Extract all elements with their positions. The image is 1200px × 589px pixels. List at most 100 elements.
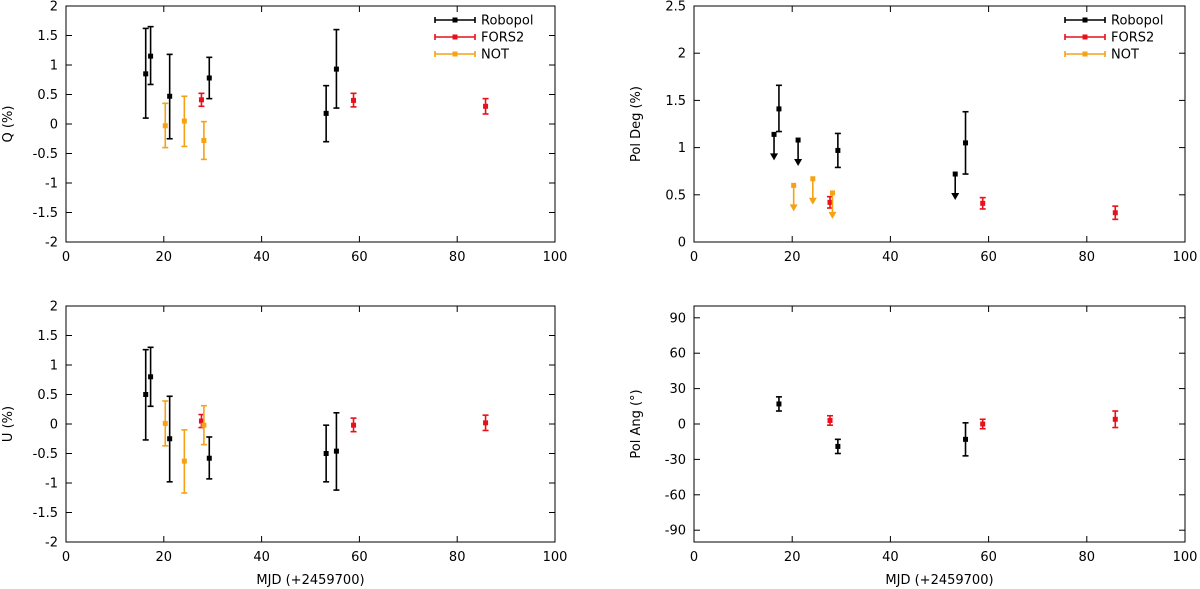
data-point (167, 436, 173, 442)
data-point (835, 147, 841, 153)
legend-marker (452, 51, 458, 57)
series-not (162, 95, 207, 161)
y-tick-label: 2 (50, 300, 58, 315)
data-point (198, 97, 204, 103)
data-point (351, 422, 357, 428)
series-not (162, 400, 207, 494)
legend-marker (1082, 34, 1088, 40)
data-point (143, 71, 149, 77)
x-tick-label: 40 (882, 250, 899, 265)
y-tick-label: 1 (50, 59, 58, 74)
x-tick-label: 80 (449, 250, 466, 265)
y-tick-label: -60 (665, 488, 686, 503)
legend: Robopol FORS2 NOT (434, 14, 533, 63)
data-point (1112, 416, 1118, 422)
data-point (827, 417, 833, 423)
series-robopol (142, 25, 340, 143)
y-tick-label: 0.5 (37, 88, 58, 103)
x-tick-label: 40 (882, 550, 899, 565)
legend-marker (452, 34, 458, 40)
y-tick-label: 0 (50, 118, 58, 133)
x-tick-label: 80 (1079, 550, 1096, 565)
series-fors2 (827, 195, 1119, 221)
series-robopol (775, 396, 969, 457)
data-point (776, 401, 782, 407)
x-tick-label: 20 (156, 550, 173, 565)
data-point (333, 66, 339, 72)
upper-limit-arrowhead (951, 193, 960, 201)
data-point (351, 97, 357, 103)
data-point (483, 420, 489, 426)
upper-limits-not (789, 176, 837, 219)
data-point (835, 443, 841, 449)
data-point (963, 140, 969, 146)
panel-q-chart: 0 20 40 60 80 100 -2 -1.5 -1 -0.5 0 0.5 1 1.5 2 Q (%) Ro… (1, 0, 567, 265)
y-axis-label: Pol Ang (°) (629, 389, 644, 458)
panel-pol-deg-chart: 0 20 40 60 80 100 0 0.5 1 1.5 2 2.5 Pol Deg (%) Robop… (629, 0, 1197, 265)
data-point (206, 455, 212, 461)
y-tick-label: 1 (678, 141, 686, 156)
data-point (333, 448, 339, 454)
legend-label-fors2: FORS2 (1111, 31, 1154, 46)
x-tick-label: 20 (784, 550, 801, 565)
y-tick-label: -1.5 (33, 206, 58, 221)
x-tick-label: 100 (543, 550, 568, 565)
upper-limits-robopol (770, 131, 960, 201)
x-tick-label: 100 (1173, 250, 1198, 265)
data-point (201, 422, 207, 428)
series-fors2 (198, 413, 489, 433)
data-point (148, 374, 154, 380)
x-tick-label: 0 (690, 550, 698, 565)
y-tick-label: 1.5 (37, 29, 58, 44)
upper-limit-arrowhead (808, 197, 817, 205)
x-tick-label: 20 (156, 250, 173, 265)
y-tick-label: -1 (45, 477, 58, 492)
legend-label-not: NOT (481, 48, 509, 63)
y-tick-label: 1.5 (37, 329, 58, 344)
legend-label-robopol: Robopol (1111, 14, 1163, 29)
data-point (776, 106, 782, 112)
y-tick-label: -1.5 (33, 506, 58, 521)
y-tick-label: -2 (45, 236, 58, 251)
data-point (1112, 210, 1118, 216)
x-tick-label: 0 (690, 250, 698, 265)
data-point (143, 392, 149, 397)
legend-label-not: NOT (1111, 48, 1139, 63)
y-tick-label: 60 (669, 347, 686, 362)
y-tick-label: 1.5 (665, 94, 686, 109)
data-point (827, 199, 833, 205)
x-tick-label: 40 (253, 550, 270, 565)
x-tick-label: 60 (980, 250, 997, 265)
data-point (162, 123, 168, 129)
y-axis-label: Pol Deg (%) (629, 86, 644, 162)
legend-marker (1082, 17, 1088, 23)
y-tick-label: 2 (50, 0, 58, 15)
y-tick-label: 90 (669, 311, 686, 326)
data-point (181, 118, 187, 124)
legend-marker (452, 17, 458, 23)
legend-label-robopol: Robopol (481, 14, 533, 29)
panel-pol-ang-chart: 0 20 40 60 80 100 -90 -60 -30 0 30 60 90 Pol Ang (°) M… (629, 305, 1197, 588)
data-point (148, 53, 154, 59)
y-axis-label: U (%) (1, 406, 16, 442)
plot-frame (65, 305, 556, 543)
data-point (980, 200, 986, 206)
data-point (162, 420, 168, 426)
x-tick-label: 0 (62, 250, 70, 265)
data-point (206, 75, 212, 81)
y-tick-label: -0.5 (33, 147, 58, 162)
y-tick-label: 2.5 (665, 0, 686, 15)
series-fors2 (827, 410, 1119, 430)
upper-limit-arrowhead (789, 204, 798, 212)
y-tick-label: -90 (665, 524, 686, 539)
data-point (323, 451, 329, 456)
x-tick-label: 80 (1079, 250, 1096, 265)
data-point (483, 103, 489, 109)
x-tick-label: 0 (62, 550, 70, 565)
data-point (963, 436, 969, 442)
data-point (323, 110, 329, 116)
data-point (201, 138, 207, 144)
series-robopol (142, 346, 340, 491)
y-tick-label: 0 (678, 418, 686, 433)
